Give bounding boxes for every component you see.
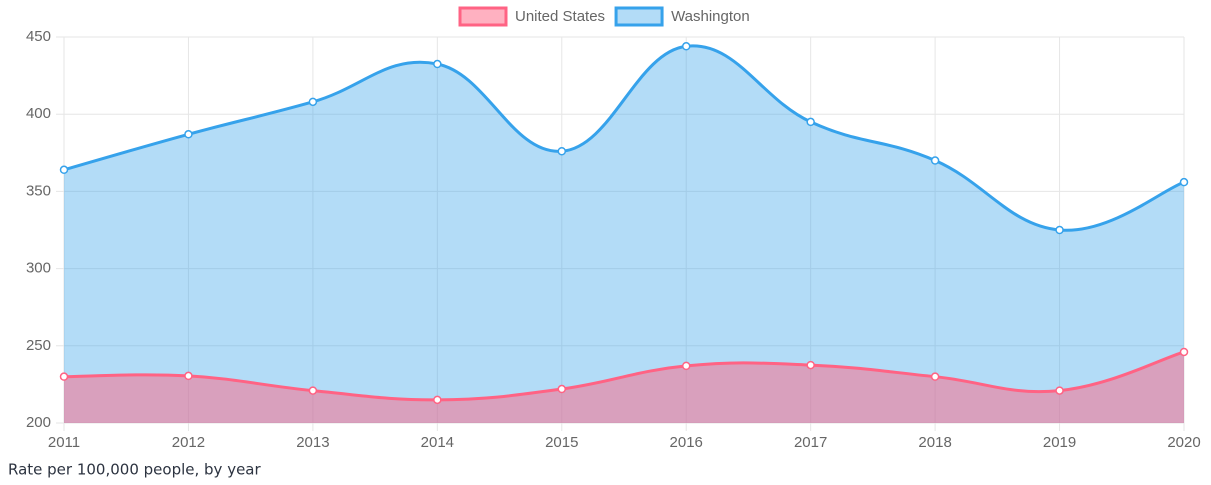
x-tick-label: 2014 [421,434,454,451]
x-tick-label: 2018 [918,434,951,451]
legend-label: United States [515,8,605,25]
point [806,360,815,370]
x-tick-label: 2019 [1043,434,1076,451]
legend-swatch [614,6,664,27]
y-tick-label: 300 [26,260,51,277]
point [433,395,442,405]
point [184,130,193,139]
point [930,156,940,165]
point [1179,347,1189,357]
caption: Rate per 100,000 people, by year [8,461,261,479]
line [63,350,1185,402]
y-tick-label: 350 [26,182,51,199]
point [806,117,815,127]
x-tick-label: 2012 [172,434,205,451]
point [1055,225,1064,235]
point [681,361,691,371]
point [308,97,318,107]
y-tick-label: 200 [26,414,51,431]
line [63,44,1185,232]
x-tick-label: 2017 [794,434,827,451]
area [64,45,1184,423]
x-tick-label: 2015 [545,434,578,451]
legend-label: Washington [671,8,750,25]
y-tick-label: 400 [26,105,51,122]
area [64,351,1184,423]
point [184,371,193,381]
legend-swatch [458,6,508,27]
point [308,386,318,395]
point [1179,177,1189,187]
y-tick-label: 450 [26,28,51,45]
y-tick-label: 250 [26,337,51,354]
point [59,165,69,175]
x-tick-label: 2016 [670,434,703,451]
point [930,372,940,381]
point [557,147,567,156]
x-tick-label: 2013 [296,434,329,451]
x-tick-label: 2011 [48,434,80,451]
point [59,372,69,381]
point [433,59,442,69]
point [1055,386,1064,395]
point [557,384,567,394]
x-tick-label: 2020 [1167,434,1200,451]
point [681,42,691,51]
